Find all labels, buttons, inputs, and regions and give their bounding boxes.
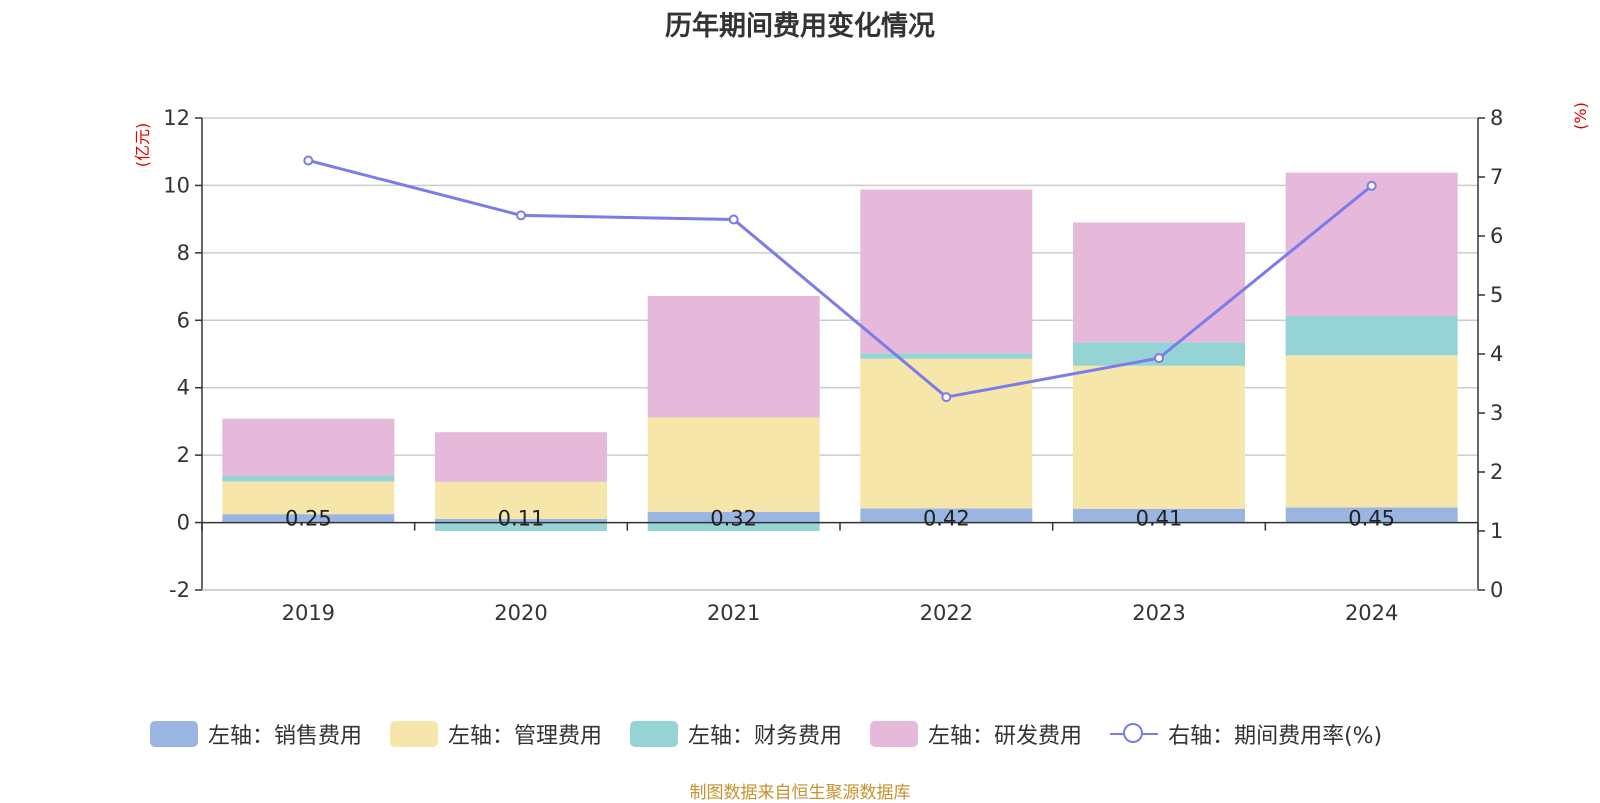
x-axis-tick-label: 2022 [920, 601, 973, 625]
x-axis-tick-label: 2021 [707, 601, 760, 625]
left-axis-tick-label: 0 [177, 511, 190, 535]
bar-sales [1073, 508, 1245, 523]
left-axis-tick-label: 6 [177, 308, 190, 332]
left-axis-tick-label: 8 [177, 241, 190, 265]
left-axis-tick-label: 2 [177, 443, 190, 467]
legend-item-admin[interactable]: 左轴：管理费用 [390, 718, 602, 750]
left-axis-tick-label: -2 [169, 578, 190, 602]
right-axis-tick-label: 8 [1490, 106, 1503, 130]
legend-label-sales: 左轴：销售费用 [208, 724, 363, 749]
legend-label-finance: 左轴：财务费用 [688, 724, 843, 749]
data-labels: 0.25 0.11 0.32 0.42 0.41 0.45 [285, 507, 1395, 531]
data-label-sales: 0.45 [1348, 507, 1395, 531]
left-axis-tick-label: 12 [163, 106, 190, 130]
bar-admin [647, 417, 820, 512]
rate-line [307, 159, 1373, 399]
data-label-sales: 0.41 [1136, 507, 1183, 531]
x-axis-tick-label: 2020 [494, 601, 547, 625]
rate-point [941, 392, 952, 403]
legend-label-rate: 右轴：期间费用率(%) [1168, 724, 1383, 749]
bar-finance [435, 522, 607, 531]
rate-point [728, 214, 739, 225]
bar-sales [647, 511, 820, 523]
bar-rd [222, 418, 395, 476]
rate-point [303, 155, 314, 166]
bar-admin [222, 481, 395, 515]
legend-label-admin: 左轴：管理费用 [448, 724, 603, 749]
legend-swatch-rd [870, 721, 919, 747]
bar-finance [647, 522, 820, 531]
rate-line-series [303, 155, 1377, 403]
legend-swatch-finance [630, 721, 679, 747]
bar-stacks [222, 172, 1458, 531]
right-axis-tick-label: 5 [1490, 283, 1503, 307]
left-axis-tick-label: 4 [177, 376, 190, 400]
legend-item-rate[interactable]: 右轴：期间费用率(%) [1110, 718, 1382, 750]
bar-sales [435, 518, 607, 523]
x-axis-tick-label: 2023 [1132, 601, 1185, 625]
bar-rd [647, 296, 820, 418]
legend-swatch-sales [150, 721, 198, 747]
rate-point [1366, 180, 1377, 191]
bar-admin [1073, 365, 1245, 509]
bar-sales [1285, 507, 1458, 523]
bar-admin [1285, 355, 1458, 508]
right-axis-tick-label: 0 [1490, 578, 1503, 602]
legend-line-rate-icon [1110, 721, 1159, 747]
data-label-sales: 0.32 [710, 507, 757, 531]
bar-rd [1285, 172, 1458, 316]
right-axis-tick-label: 6 [1490, 224, 1503, 248]
x-axis-tick-label: 2019 [282, 601, 335, 625]
bar-finance [860, 353, 1033, 359]
x-axis-tick-label: 2024 [1345, 601, 1398, 625]
bar-rd [860, 189, 1033, 354]
bar-admin [435, 481, 607, 519]
bar-finance [1285, 315, 1458, 356]
left-axis-tick-label: 10 [163, 173, 190, 197]
source-note: 制图数据来自恒生聚源数据库 [689, 783, 911, 803]
rate-point [1154, 353, 1164, 364]
rate-point [516, 210, 526, 221]
legend-item-finance[interactable]: 左轴：财务费用 [630, 718, 842, 750]
legend-swatch-admin [390, 721, 439, 747]
bar-rd [1073, 222, 1245, 343]
data-label-sales: 0.42 [923, 507, 970, 531]
bar-sales [222, 514, 395, 523]
legend-label-rd: 左轴：研发费用 [928, 724, 1083, 749]
data-label-sales: 0.11 [498, 507, 545, 531]
bar-rd [435, 432, 607, 482]
right-axis-tick-label: 7 [1490, 165, 1503, 189]
right-axis-unit: (%) [1571, 102, 1590, 130]
right-axis-tick-label: 1 [1490, 519, 1503, 543]
left-axis-unit: (亿元) [133, 123, 152, 168]
bar-finance [222, 475, 395, 482]
chart-legend: 左轴：销售费用 左轴：管理费用 左轴：财务费用 左轴：研发费用 右轴：期间费用率… [150, 718, 1410, 750]
right-axis-tick-label: 2 [1490, 460, 1503, 484]
right-axis-tick-label: 3 [1490, 401, 1503, 425]
data-label-sales: 0.25 [285, 507, 332, 531]
legend-item-sales[interactable]: 左轴：销售费用 [150, 718, 362, 750]
legend-item-rd[interactable]: 左轴：研发费用 [870, 718, 1082, 750]
right-axis-tick-label: 4 [1490, 342, 1503, 366]
bar-sales [860, 508, 1033, 523]
bar-admin [860, 358, 1033, 509]
chart-title: 历年期间费用变化情况 [665, 11, 935, 42]
